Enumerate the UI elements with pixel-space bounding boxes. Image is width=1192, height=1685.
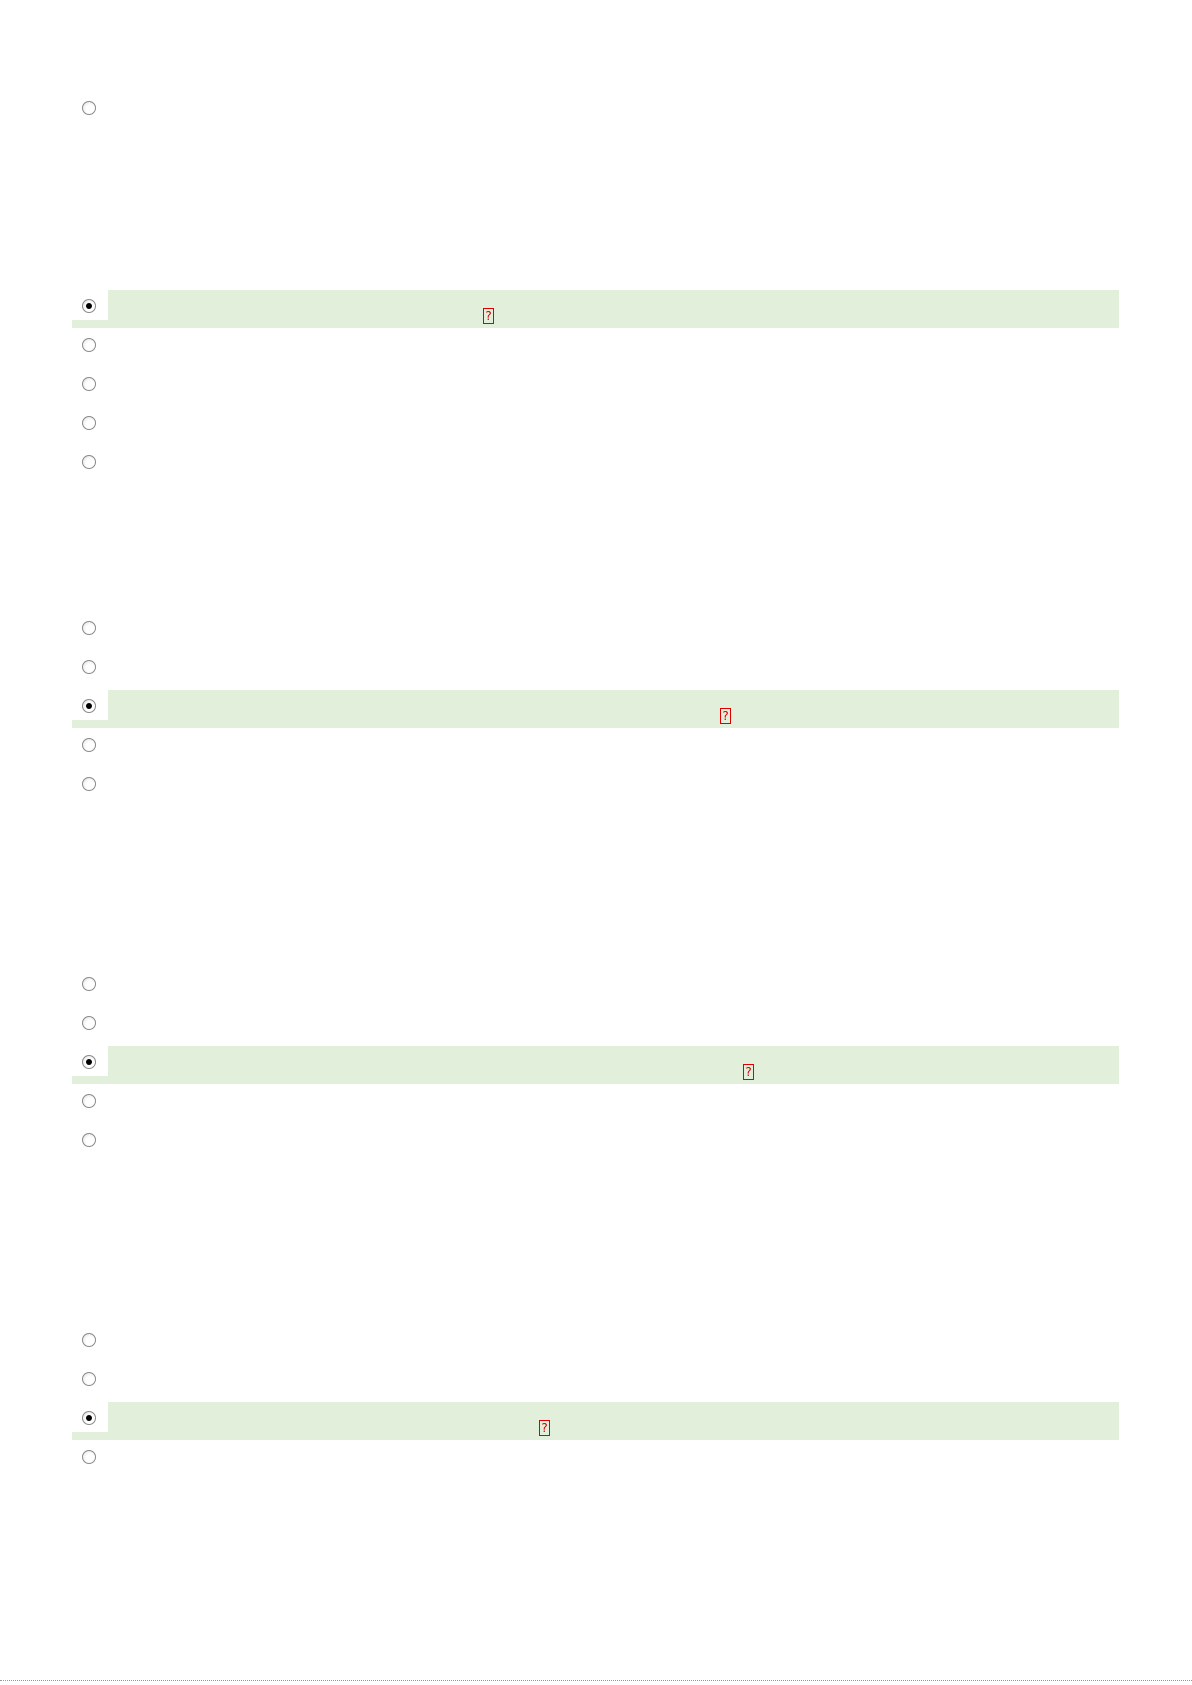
radio-dot [86, 1059, 92, 1065]
radio-button[interactable] [82, 1016, 96, 1030]
missing-glyph: ? [483, 308, 494, 324]
radio-button[interactable] [82, 416, 96, 430]
missing-glyph: ? [720, 708, 731, 724]
radio-button[interactable] [82, 377, 96, 391]
option-row[interactable]: ? [72, 1402, 1119, 1440]
option-row[interactable] [72, 1085, 1119, 1123]
radio-button[interactable] [82, 1133, 96, 1147]
radio-button[interactable] [82, 977, 96, 991]
option-row[interactable]: ? [72, 290, 1119, 328]
option-row[interactable]: ? [72, 690, 1119, 728]
radio-button[interactable] [82, 621, 96, 635]
option-row[interactable] [72, 651, 1119, 689]
option-row[interactable] [72, 368, 1119, 406]
option-row[interactable] [72, 1124, 1119, 1162]
radio-button[interactable] [82, 1055, 96, 1069]
option-row[interactable] [72, 446, 1119, 484]
radio-button[interactable] [82, 699, 96, 713]
radio-button[interactable] [82, 660, 96, 674]
radio-dot [86, 703, 92, 709]
option-row[interactable] [72, 729, 1119, 767]
option-row[interactable] [72, 329, 1119, 367]
missing-glyph: ? [743, 1064, 754, 1080]
option-row[interactable] [72, 1007, 1119, 1045]
option-row[interactable] [72, 968, 1119, 1006]
radio-dot [86, 1415, 92, 1421]
option-row[interactable] [72, 1441, 1119, 1479]
page-edge [0, 1680, 1192, 1681]
option-row[interactable] [72, 768, 1119, 806]
radio-button[interactable] [82, 738, 96, 752]
radio-button[interactable] [82, 338, 96, 352]
missing-glyph: ? [539, 1420, 550, 1436]
radio-button[interactable] [82, 101, 96, 115]
option-row[interactable] [72, 1324, 1119, 1362]
radio-button[interactable] [82, 1450, 96, 1464]
option-row[interactable] [72, 1363, 1119, 1401]
radio-button[interactable] [82, 1333, 96, 1347]
radio-button[interactable] [82, 1094, 96, 1108]
option-row[interactable] [72, 407, 1119, 445]
option-row[interactable]: ? [72, 1046, 1119, 1084]
radio-button[interactable] [82, 777, 96, 791]
radio-dot [86, 303, 92, 309]
option-row[interactable] [72, 612, 1119, 650]
radio-button[interactable] [82, 1411, 96, 1425]
radio-button[interactable] [82, 299, 96, 313]
option-row[interactable] [72, 92, 1119, 130]
radio-button[interactable] [82, 455, 96, 469]
radio-button[interactable] [82, 1372, 96, 1386]
